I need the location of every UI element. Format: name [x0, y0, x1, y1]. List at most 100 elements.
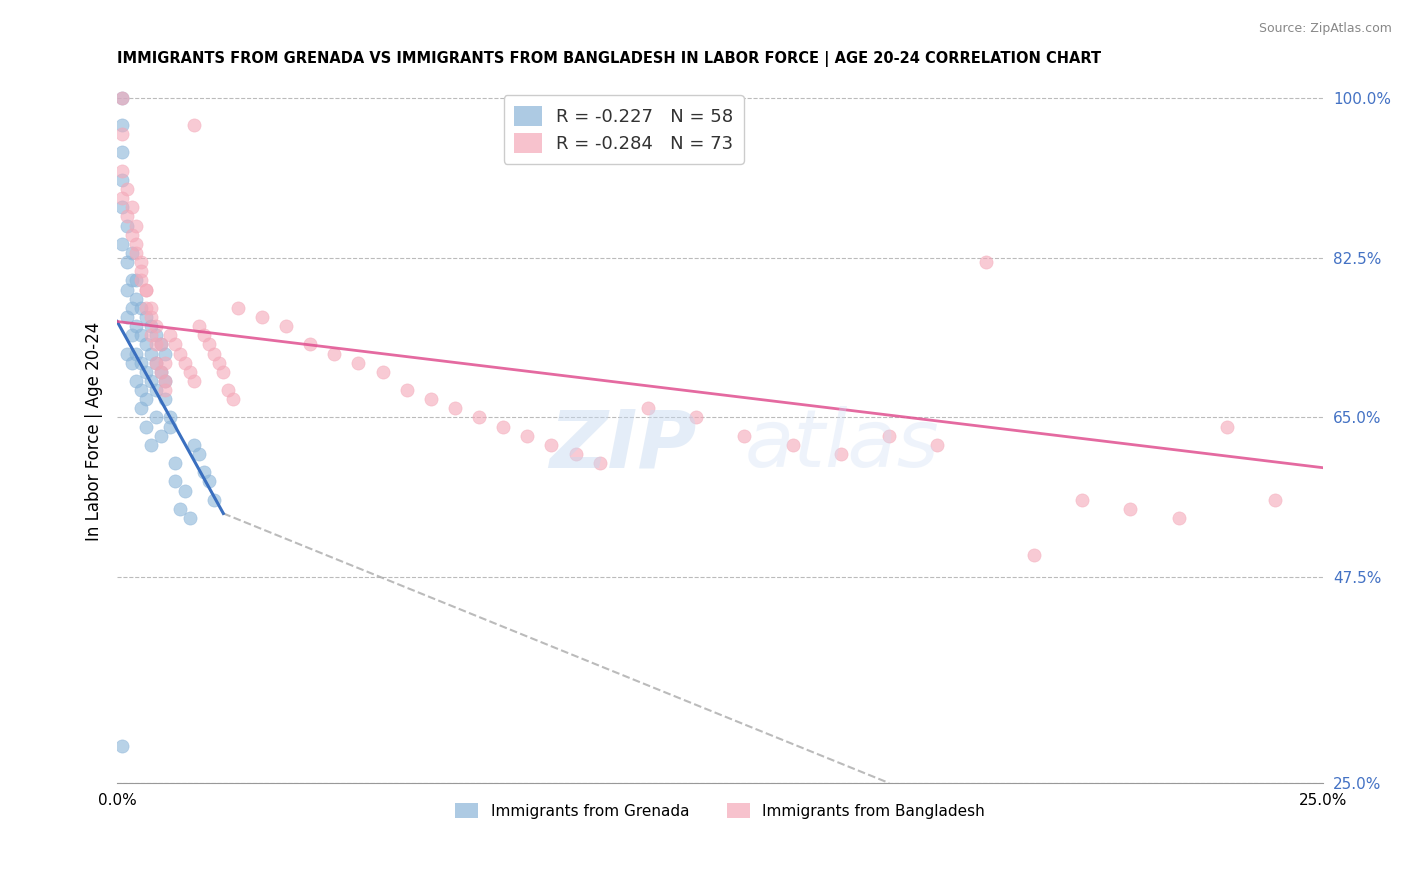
- Point: [135, 283, 157, 297]
- Point: [145, 328, 167, 343]
- Point: [111, 163, 134, 178]
- Point: [125, 292, 148, 306]
- Point: [135, 392, 157, 407]
- Point: [183, 118, 205, 132]
- Point: [139, 346, 162, 360]
- Point: [135, 301, 157, 315]
- Point: [207, 356, 229, 370]
- Point: [111, 118, 134, 132]
- Point: [193, 466, 215, 480]
- Point: [274, 319, 297, 334]
- Point: [173, 356, 195, 370]
- Point: [131, 401, 153, 416]
- Point: [202, 346, 225, 360]
- Point: [121, 246, 143, 260]
- Point: [131, 273, 153, 287]
- Point: [131, 301, 153, 315]
- Point: [139, 438, 162, 452]
- Point: [165, 456, 187, 470]
- Text: IMMIGRANTS FROM GRENADA VS IMMIGRANTS FROM BANGLADESH IN LABOR FORCE | AGE 20-24: IMMIGRANTS FROM GRENADA VS IMMIGRANTS FR…: [117, 51, 1101, 67]
- Point: [516, 429, 538, 443]
- Point: [125, 246, 148, 260]
- Point: [492, 419, 515, 434]
- Point: [149, 429, 172, 443]
- Y-axis label: In Labor Force | Age 20-24: In Labor Force | Age 20-24: [86, 322, 103, 541]
- Point: [121, 273, 143, 287]
- Point: [733, 429, 755, 443]
- Point: [125, 236, 148, 251]
- Point: [155, 374, 177, 388]
- Point: [139, 301, 162, 315]
- Point: [125, 319, 148, 334]
- Point: [419, 392, 441, 407]
- Point: [782, 438, 804, 452]
- Point: [927, 438, 949, 452]
- Point: [165, 337, 187, 351]
- Point: [135, 310, 157, 324]
- Point: [193, 328, 215, 343]
- Point: [145, 319, 167, 334]
- Point: [564, 447, 586, 461]
- Point: [198, 475, 221, 489]
- Point: [179, 365, 201, 379]
- Point: [1022, 548, 1045, 562]
- Point: [111, 145, 134, 160]
- Point: [179, 511, 201, 525]
- Point: [212, 365, 235, 379]
- Point: [637, 401, 659, 416]
- Point: [121, 200, 143, 214]
- Point: [115, 182, 138, 196]
- Point: [169, 346, 191, 360]
- Point: [131, 255, 153, 269]
- Point: [1216, 419, 1239, 434]
- Point: [111, 173, 134, 187]
- Point: [202, 492, 225, 507]
- Point: [685, 410, 707, 425]
- Point: [155, 346, 177, 360]
- Point: [974, 255, 997, 269]
- Point: [159, 410, 181, 425]
- Point: [111, 127, 134, 141]
- Point: [540, 438, 562, 452]
- Point: [222, 392, 245, 407]
- Point: [323, 346, 346, 360]
- Point: [159, 328, 181, 343]
- Point: [169, 501, 191, 516]
- Point: [1167, 511, 1189, 525]
- Text: Source: ZipAtlas.com: Source: ZipAtlas.com: [1258, 22, 1392, 36]
- Point: [830, 447, 852, 461]
- Point: [111, 90, 134, 104]
- Point: [188, 319, 211, 334]
- Point: [135, 365, 157, 379]
- Point: [371, 365, 394, 379]
- Point: [149, 337, 172, 351]
- Point: [173, 483, 195, 498]
- Point: [198, 337, 221, 351]
- Point: [149, 365, 172, 379]
- Point: [115, 219, 138, 233]
- Point: [115, 255, 138, 269]
- Point: [115, 283, 138, 297]
- Point: [115, 310, 138, 324]
- Point: [135, 337, 157, 351]
- Point: [347, 356, 370, 370]
- Point: [145, 356, 167, 370]
- Text: atlas: atlas: [744, 406, 939, 484]
- Point: [299, 337, 322, 351]
- Point: [250, 310, 273, 324]
- Point: [111, 200, 134, 214]
- Point: [588, 456, 610, 470]
- Point: [165, 475, 187, 489]
- Point: [155, 383, 177, 397]
- Point: [1071, 492, 1094, 507]
- Point: [155, 356, 177, 370]
- Point: [1119, 501, 1142, 516]
- Text: ZIP: ZIP: [548, 406, 696, 484]
- Point: [145, 410, 167, 425]
- Point: [395, 383, 418, 397]
- Point: [877, 429, 900, 443]
- Point: [139, 319, 162, 334]
- Point: [155, 374, 177, 388]
- Point: [131, 328, 153, 343]
- Point: [111, 90, 134, 104]
